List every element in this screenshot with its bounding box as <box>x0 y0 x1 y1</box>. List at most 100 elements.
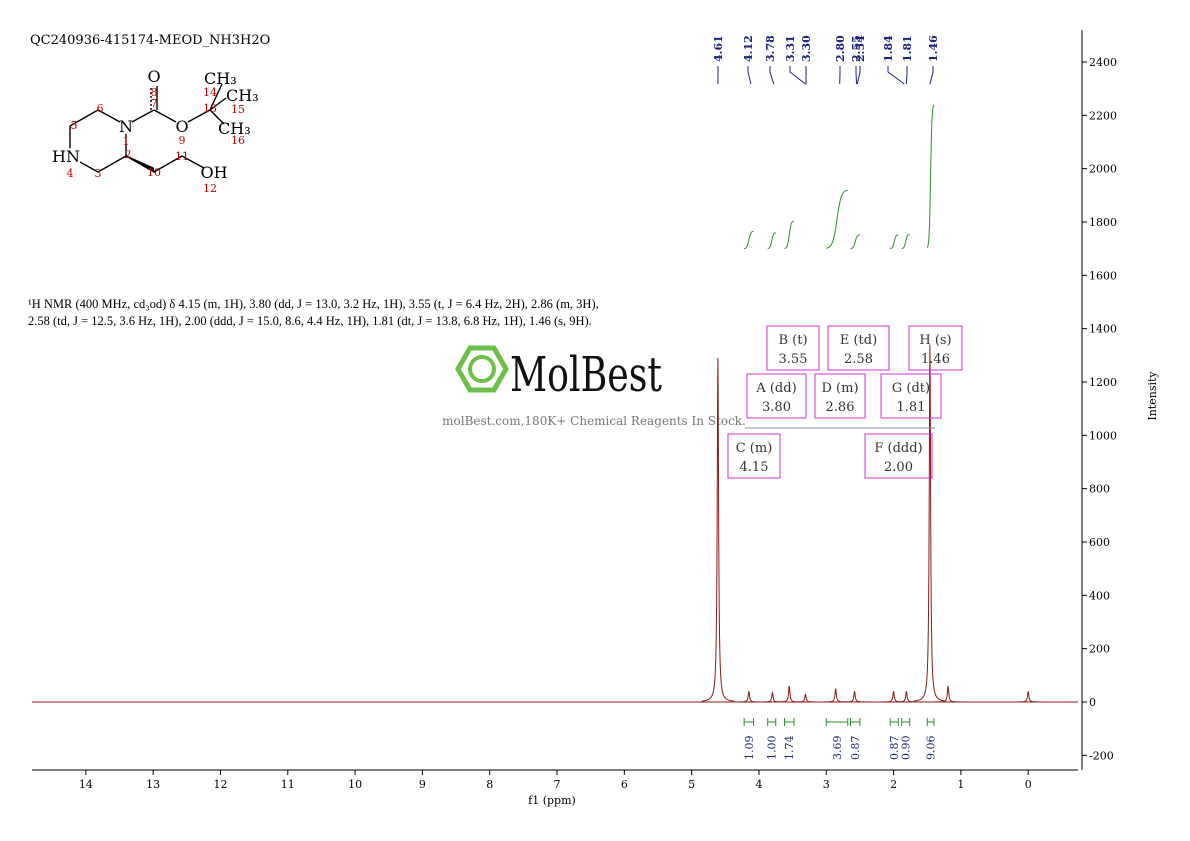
integral-bracket <box>825 718 849 726</box>
x-tick-label: 5 <box>688 778 695 791</box>
integral-bracket <box>784 718 795 726</box>
multiplet-box <box>864 433 933 479</box>
multiplet-label: B (t) <box>778 333 807 348</box>
peak-label: 2.54 <box>854 35 867 62</box>
logo: MolBest molBest.com,180K+ Chemical Reage… <box>442 345 746 428</box>
integral-curve <box>784 220 795 249</box>
multiplet-box <box>746 373 807 419</box>
x-tick-label: 6 <box>621 778 628 791</box>
atom: O <box>175 117 188 136</box>
multiplet-label: H (s) <box>919 333 951 348</box>
atoms: O N O HN OH CH₃ CH₃ CH₃ <box>52 67 259 182</box>
multiplet-box <box>908 325 963 371</box>
peak <box>877 691 910 703</box>
x-tick-label: 13 <box>146 778 160 791</box>
atom-number: 16 <box>231 134 245 147</box>
peak <box>838 691 871 703</box>
integral-label: 0.87 <box>849 736 862 761</box>
y-tick-label: 400 <box>1089 589 1110 602</box>
x-tick-label: 9 <box>419 778 426 791</box>
atom-number: 2 <box>125 148 132 161</box>
integral-label: 0.90 <box>900 736 913 761</box>
x-axis-label: f1 (ppm) <box>528 794 576 807</box>
multiplet-shift: 3.80 <box>762 400 791 415</box>
integral-label: 1.09 <box>743 736 756 761</box>
y-tick-label: 2000 <box>1089 163 1117 176</box>
peak <box>732 691 766 703</box>
peak-label: 2.55 <box>850 35 863 62</box>
integral-label: 1.00 <box>766 736 779 761</box>
peak <box>773 685 806 703</box>
x-tick-label: 4 <box>755 778 762 791</box>
peak-label: 1.81 <box>901 35 914 62</box>
molecule <box>69 83 227 174</box>
x-tick-label: 10 <box>348 778 362 791</box>
y-tick-label: 1600 <box>1089 269 1117 282</box>
integral-label: 9.06 <box>925 736 938 761</box>
x-tick-label: 12 <box>213 778 227 791</box>
peak-leader <box>769 66 775 85</box>
atom-number: 11 <box>175 150 189 163</box>
atom: CH₃ <box>204 69 237 88</box>
atom: CH₃ <box>226 86 259 105</box>
atom: HN <box>52 147 80 166</box>
multiplet-shift: 1.81 <box>897 400 926 415</box>
peak-label: 3.31 <box>784 35 797 62</box>
y-tick-label: 1200 <box>1089 376 1117 389</box>
peak <box>756 690 789 703</box>
multiplet-box <box>766 325 820 371</box>
integral-curve <box>890 234 899 250</box>
x-tick-label: 8 <box>486 778 493 791</box>
y-tick-label: 0 <box>1089 696 1096 709</box>
integral-label: 3.69 <box>831 736 844 761</box>
logo-name: MolBest <box>510 347 662 403</box>
x-tick-label: 1 <box>957 778 964 791</box>
integral-bracket <box>849 718 861 726</box>
atom-numbers: 1 2 3 4 5 6 7 8 9 10 11 12 13 14 15 16 <box>67 86 246 195</box>
atom-number: 14 <box>203 86 217 99</box>
atom-number: 13 <box>203 102 217 115</box>
x-tick-label: 0 <box>1025 778 1032 791</box>
multiplet-box <box>814 373 866 419</box>
integral-label: 0.87 <box>888 736 901 761</box>
y-tick-label: 1400 <box>1089 323 1117 336</box>
multiplet-label: F (ddd) <box>874 441 922 456</box>
atom-number: 12 <box>203 182 217 195</box>
x-tick-label: 3 <box>823 778 830 791</box>
atom-number: 4 <box>67 167 74 180</box>
y-tick-label: 2200 <box>1089 109 1117 122</box>
peak-label: 4.12 <box>742 35 755 62</box>
atom-number: 3 <box>95 167 102 180</box>
multiplet-label: A (dd) <box>755 381 796 396</box>
multiplet-box <box>727 433 781 479</box>
nmr-description: ¹H NMR (400 MHz, cd₃od) δ 4.15 (m, 1H), … <box>28 297 599 328</box>
integral-curve <box>767 232 776 250</box>
integral-bracket <box>743 718 755 726</box>
peak-label: 3.78 <box>764 35 777 62</box>
integral-curve <box>744 230 754 249</box>
peak-leader <box>789 66 806 85</box>
y-tick-label: 800 <box>1089 483 1110 496</box>
atom-number: 15 <box>231 103 245 116</box>
peak-label: 3.30 <box>800 35 813 62</box>
multiplet-label: E (td) <box>840 333 877 348</box>
peak-leader <box>905 66 908 85</box>
peak <box>789 693 822 703</box>
integral-label: 1.74 <box>783 736 796 761</box>
multiplet-shift: 2.58 <box>844 352 873 367</box>
atom: O <box>147 67 160 86</box>
atom: CH₃ <box>218 119 251 138</box>
peak <box>819 688 852 703</box>
integral-bracket <box>926 718 935 726</box>
multiplet-label: C (m) <box>736 441 773 456</box>
atom-number: 5 <box>71 119 78 132</box>
multiplet-shift: 4.15 <box>740 460 769 475</box>
peak-leader <box>887 66 905 85</box>
x-tick-label: 11 <box>281 778 295 791</box>
logo-tagline: molBest.com,180K+ Chemical Reagents In S… <box>442 414 746 428</box>
atom-number: 6 <box>97 102 104 115</box>
integral-curve <box>850 234 860 250</box>
y-tick-label: -200 <box>1089 749 1114 762</box>
